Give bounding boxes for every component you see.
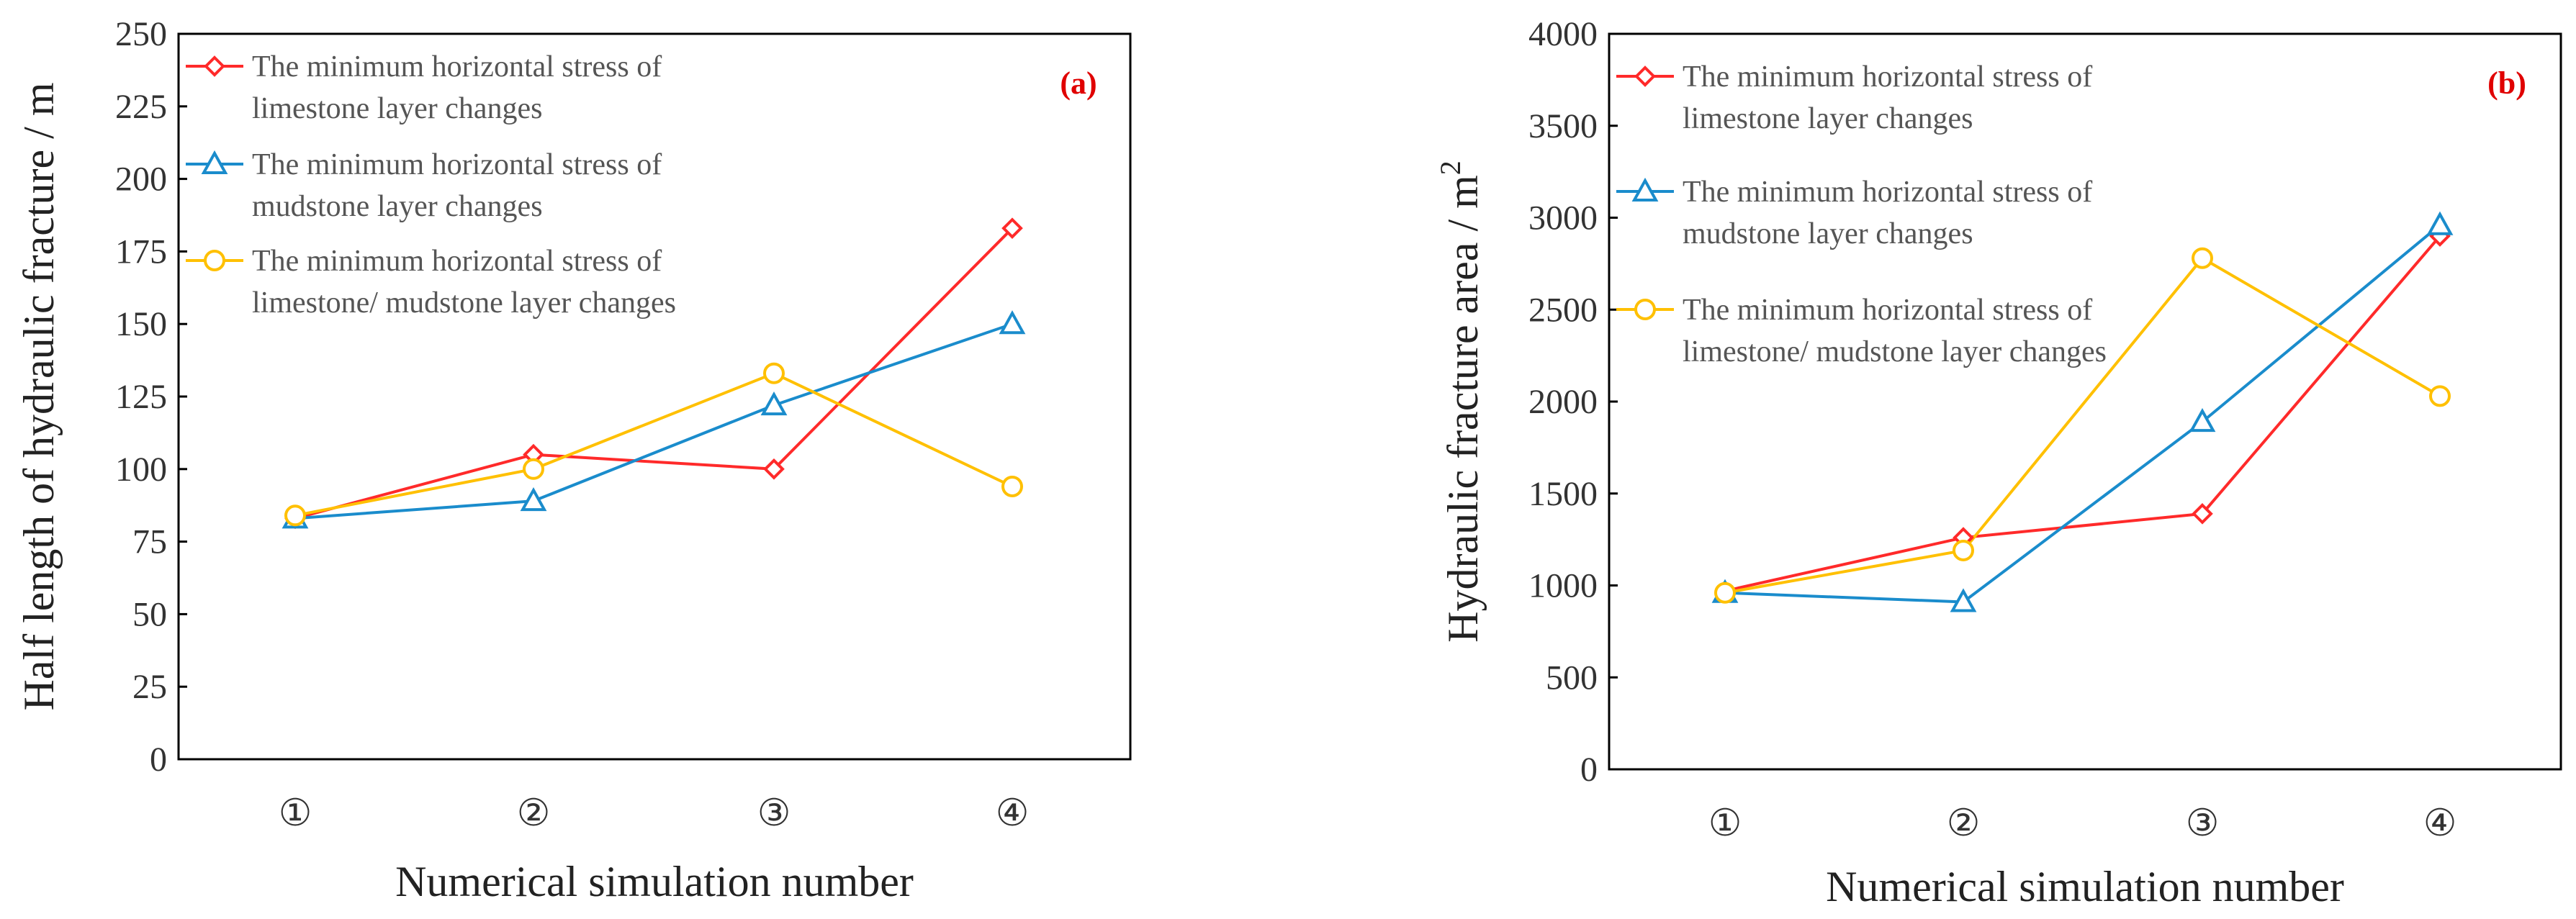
y-ticks-b: 0 500 1000 1500 2000 2500 3000 3500 4000	[1528, 15, 1618, 789]
y-tick-label: 25	[132, 668, 167, 706]
data-point-marker	[1714, 581, 1736, 604]
chart-a: 0 25 50 75 100 125 150 175 200 225 250 ① ② ③ ④ The mi…	[15, 15, 1132, 905]
series-lines-b	[1724, 224, 2441, 604]
legend-swatch-marker	[204, 250, 225, 271]
series-line-1	[294, 227, 1014, 520]
data-point-marker	[2189, 407, 2216, 433]
legend-label: The minimum horizontal stress of	[1683, 294, 2092, 327]
y-tick-label: 2500	[1528, 291, 1598, 329]
x-tick-label: ③	[2186, 803, 2220, 844]
data-point-marker	[2429, 385, 2451, 407]
x-tick-label: ②	[1947, 803, 1981, 844]
data-point-marker	[763, 362, 785, 384]
y-tick-label: 0	[1580, 751, 1598, 789]
data-point-marker	[1953, 539, 1974, 561]
x-tick-label: ④	[2423, 803, 2457, 844]
legend-swatch-marker	[1634, 299, 1656, 320]
series-line-2	[1724, 224, 2441, 604]
y-axis-title-b-sup: 2	[1434, 160, 1467, 175]
series-line-3	[294, 371, 1013, 517]
data-point-marker	[523, 458, 544, 480]
legend-b: The minimum horizontal stress of limeston…	[1616, 60, 2107, 368]
y-tick-label: 3000	[1528, 199, 1598, 237]
x-ticks-b: ① ② ③ ④	[1708, 803, 2457, 844]
series-line-1	[1724, 235, 2441, 593]
legend-label: The minimum horizontal stress of	[1683, 176, 2092, 209]
data-point-marker	[2192, 503, 2213, 525]
y-tick-label: 1500	[1528, 475, 1598, 513]
legend-a: The minimum horizontal stress of limeston…	[186, 50, 676, 320]
x-tick-label: ④	[996, 793, 1030, 834]
legend-label: limestone layer changes	[1683, 102, 1973, 135]
x-axis-title-b: Numerical simulation number	[1826, 863, 2344, 910]
y-tick-label: 200	[115, 160, 167, 199]
data-point-marker	[763, 458, 785, 480]
legend-label: mudstone layer changes	[252, 190, 543, 223]
data-point-marker	[1950, 588, 1977, 612]
y-tick-label: 225	[115, 88, 167, 126]
chart-b: 0 500 1000 1500 2000 2500 3000 3500 4000 ① ② ③ ④ Th…	[1434, 15, 2562, 910]
legend-label: limestone/ mudstone layer changes	[252, 286, 676, 320]
y-tick-label: 3500	[1528, 107, 1598, 145]
legend-label: The minimum horizontal stress of	[252, 148, 662, 181]
data-point-marker	[2192, 247, 2213, 269]
legend-label: mudstone layer changes	[1683, 217, 1973, 250]
y-tick-label: 75	[132, 523, 167, 561]
legend-swatch-marker	[1631, 177, 1659, 202]
data-point-marker	[1001, 475, 1023, 497]
series-lines-a	[294, 227, 1014, 520]
y-tick-label: 175	[115, 232, 167, 271]
legend-label: The minimum horizontal stress of	[252, 245, 662, 278]
y-tick-label: 250	[115, 15, 167, 53]
y-axis-title-b-main: Hydraulic fracture area / m	[1439, 175, 1487, 643]
legend-label: The minimum horizontal stress of	[252, 50, 662, 83]
plot-area-a	[177, 32, 1132, 761]
legend-swatch-marker	[1634, 65, 1656, 87]
data-point-marker	[760, 391, 788, 416]
series-line-2	[294, 322, 1013, 520]
y-tick-label: 150	[115, 305, 167, 343]
legend-swatch-marker	[204, 55, 225, 77]
y-tick-label: 2000	[1528, 383, 1598, 421]
y-tick-label: 500	[1546, 658, 1598, 697]
series-markers-b	[1711, 211, 2454, 612]
series-markers-a	[282, 217, 1026, 530]
y-tick-label: 4000	[1528, 15, 1598, 53]
y-tick-label: 1000	[1528, 567, 1598, 605]
y-ticks-a: 0 25 50 75 100 125 150 175 200 225 250	[115, 15, 187, 779]
panel-label-b: (b)	[2487, 65, 2526, 101]
y-axis-title-b: Hydraulic fracture area / m2	[1434, 160, 1487, 643]
x-ticks-a: ① ② ③ ④	[279, 793, 1030, 834]
legend-label: limestone/ mudstone layer changes	[1683, 335, 2107, 368]
y-tick-label: 125	[115, 378, 167, 416]
data-point-marker	[1001, 217, 1023, 239]
panel-label-a: (a)	[1060, 65, 1096, 101]
data-point-marker	[520, 487, 547, 512]
x-tick-label: ②	[517, 793, 551, 834]
x-tick-label: ③	[757, 793, 791, 834]
data-point-marker	[284, 504, 306, 527]
x-axis-title-a: Numerical simulation number	[395, 858, 914, 905]
x-tick-label: ①	[279, 793, 312, 834]
y-tick-label: 0	[150, 741, 167, 779]
y-axis-title-a: Half length of hydraulic fracture / m	[15, 83, 63, 711]
series-line-3	[1724, 256, 2441, 594]
x-tick-label: ①	[1708, 803, 1742, 844]
legend-label: limestone layer changes	[252, 92, 543, 125]
data-point-marker	[999, 310, 1026, 335]
legend-label: The minimum horizontal stress of	[1683, 60, 2092, 94]
data-point-marker	[2426, 211, 2454, 235]
y-tick-label: 50	[132, 595, 167, 633]
y-tick-label: 100	[115, 451, 167, 489]
legend-swatch-marker	[201, 150, 228, 174]
